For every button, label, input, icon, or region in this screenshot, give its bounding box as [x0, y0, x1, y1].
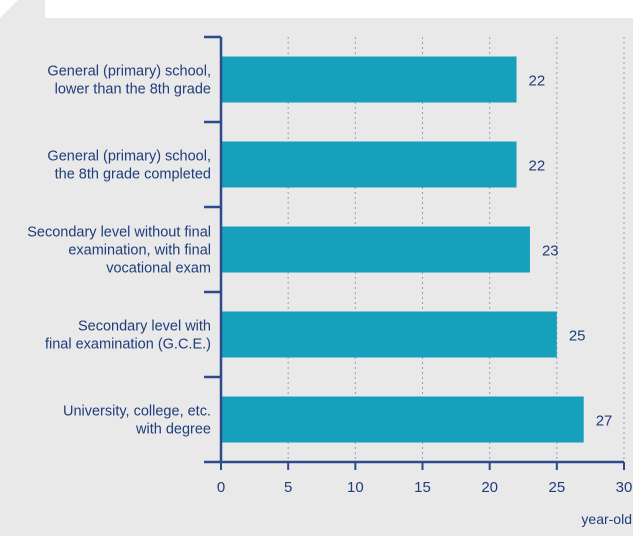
x-tick-label: 5	[284, 479, 292, 496]
bar	[221, 56, 517, 103]
category-label: Secondary level with final examination (G…	[45, 319, 211, 353]
x-tick-label: 25	[548, 479, 565, 496]
category-label: University, college, etc. with degree	[63, 404, 211, 438]
bar	[221, 311, 557, 358]
x-tick-label: 0	[217, 479, 225, 496]
x-tick-label: 15	[414, 479, 431, 496]
top-band	[45, 0, 633, 18]
x-tick-label: 20	[481, 479, 498, 496]
x-tick-label: 30	[616, 479, 633, 496]
panel-corner	[0, 0, 18, 18]
bar	[221, 396, 584, 443]
data-label: 22	[529, 73, 546, 90]
bar	[221, 141, 517, 188]
data-label: 22	[529, 158, 546, 175]
data-label: 25	[569, 328, 586, 345]
data-label: 23	[542, 243, 559, 260]
x-tick-label: 10	[347, 479, 364, 496]
category-label: General (primary) school, lower than the …	[47, 64, 211, 98]
bar	[221, 226, 530, 273]
x-axis-label: year-old	[581, 511, 632, 527]
category-label: Secondary level without final examination…	[27, 225, 211, 277]
category-label: General (primary) school, the 8th grade c…	[47, 149, 211, 183]
data-label: 27	[596, 413, 613, 430]
